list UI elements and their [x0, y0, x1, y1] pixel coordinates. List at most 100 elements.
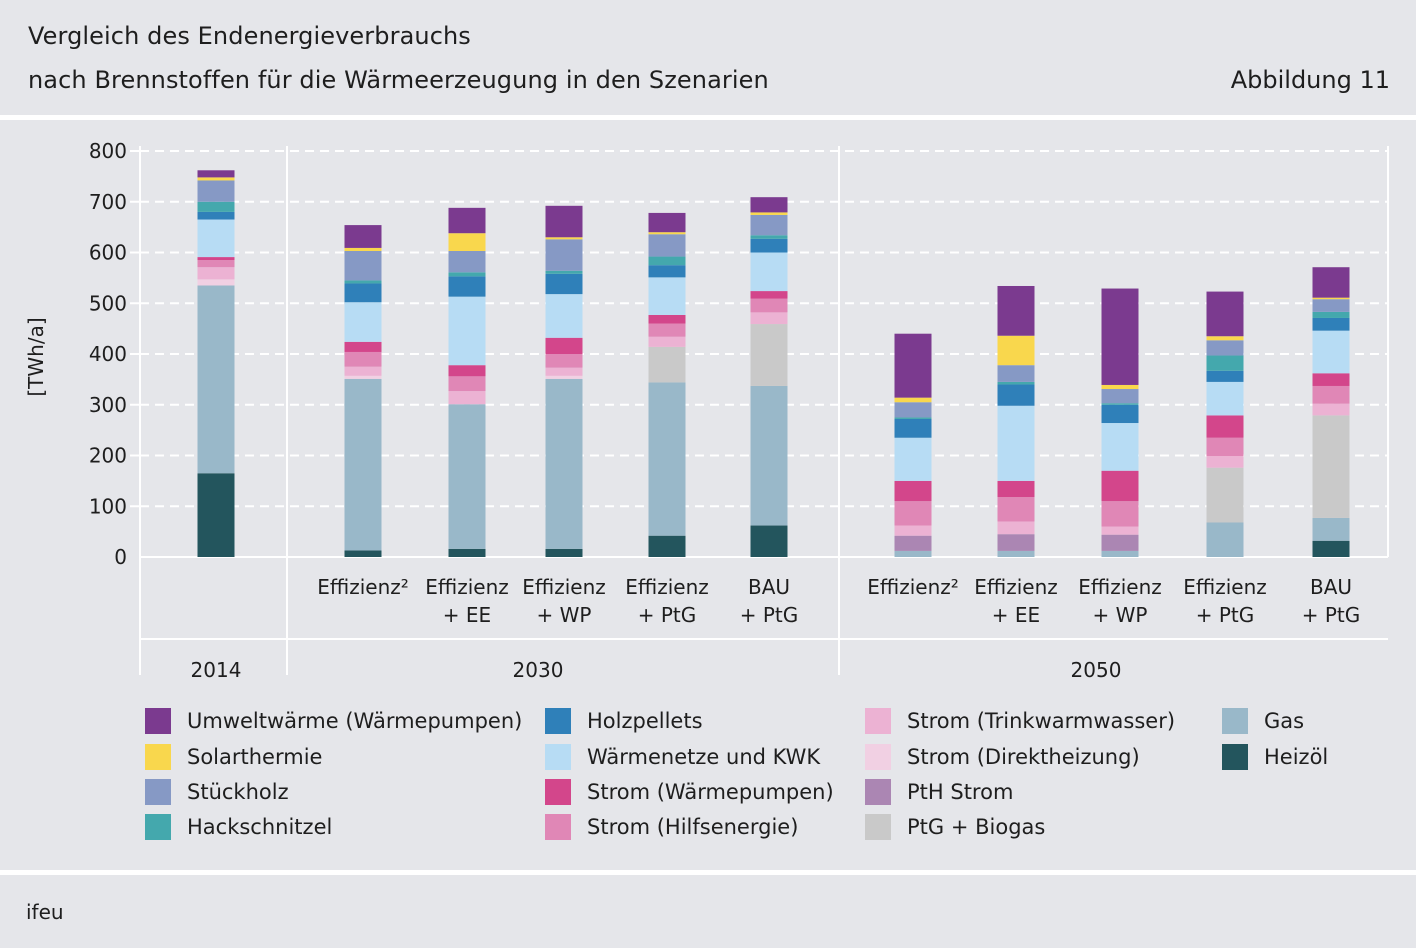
bar-segment-holzpellets	[197, 211, 235, 220]
legend-label: Hackschnitzel	[187, 815, 333, 839]
legend-swatch	[545, 744, 571, 770]
bar-segment-strom-trinkwarmwasser	[448, 391, 486, 405]
legend-swatch	[1222, 744, 1248, 770]
bar-segment-hackschnitzel	[344, 280, 382, 284]
bar-segment-wärmenetze-und-kwk	[997, 405, 1035, 481]
bar-segment-umweltwärme-wärmepumpen	[750, 197, 788, 213]
bar-segment-strom-wärmepumpen	[1101, 470, 1139, 502]
bar-segment-solarthermie	[448, 233, 486, 251]
bar-segment-wärmenetze-und-kwk	[1101, 423, 1139, 471]
bar-segment-strom-wärmepumpen	[648, 314, 686, 324]
bar-segment-wärmenetze-und-kwk	[344, 302, 382, 342]
bar-segment-hackschnitzel	[750, 235, 788, 239]
category-label: + PtG	[1302, 603, 1361, 627]
bar-segment-ptg-biogas	[1312, 415, 1350, 518]
legend-swatch	[545, 779, 571, 805]
bar-segment-strom-hilfsenergie	[997, 497, 1035, 522]
bar-segment-strom-trinkwarmwasser	[344, 366, 382, 376]
bar-segment-gas	[894, 550, 932, 557]
bar-segment-solarthermie	[344, 247, 382, 251]
bar-segment-strom-hilfsenergie	[1101, 501, 1139, 527]
bar-segment-solarthermie	[997, 335, 1035, 366]
bar-segment-umweltwärme-wärmepumpen	[197, 170, 235, 178]
header-divider	[0, 115, 1416, 120]
bar-segment-wärmenetze-und-kwk	[648, 277, 686, 315]
bar-segment-wärmenetze-und-kwk	[1312, 330, 1350, 374]
bar-segment-strom-hilfsenergie	[1206, 437, 1244, 457]
bar-segment-strom-wärmepumpen	[1312, 373, 1350, 386]
legend-item: Strom (Direktheizung)	[865, 744, 1140, 770]
legend-label: Stückholz	[187, 780, 289, 804]
category-label: Effizienz	[522, 575, 606, 599]
bar-segment-hackschnitzel	[197, 201, 235, 212]
legend-swatch	[865, 779, 891, 805]
bar-segment-solarthermie	[1206, 336, 1244, 341]
legend-item: Stückholz	[145, 779, 289, 805]
bar-segment-stückholz	[997, 365, 1035, 382]
bar-segment-umweltwärme-wärmepumpen	[545, 205, 583, 238]
bar-segment-solarthermie	[648, 232, 686, 235]
legend-item: Strom (Wärmepumpen)	[545, 779, 834, 805]
bar-segment-heizöl	[344, 550, 382, 557]
bar-segment-strom-direktheizung	[344, 375, 382, 379]
bar-segment-wärmenetze-und-kwk	[197, 219, 235, 258]
bar-segment-wärmenetze-und-kwk	[894, 437, 932, 481]
bar-segment-holzpellets	[997, 384, 1035, 406]
category-label: BAU	[1310, 575, 1352, 599]
legend-label: Strom (Hilfsenergie)	[587, 815, 799, 839]
bar-segment-strom-wärmepumpen	[750, 291, 788, 299]
bar-segment-hackschnitzel	[545, 270, 583, 274]
bar-segment-stückholz	[545, 239, 583, 271]
bar-segment-heizöl	[648, 535, 686, 557]
bar-segment-gas	[448, 404, 486, 549]
bar-segment-stückholz	[448, 250, 486, 273]
legend-item: Hackschnitzel	[145, 814, 332, 840]
bar-segment-hackschnitzel	[648, 256, 686, 266]
legend-label: PtH Strom	[907, 780, 1014, 804]
legend-label: Heizöl	[1264, 745, 1329, 769]
legend-item: PtG + Biogas	[865, 814, 1045, 840]
bar-segment-strom-trinkwarmwasser	[1206, 456, 1244, 468]
bar-segment-pth-strom	[894, 535, 932, 551]
legend-label: PtG + Biogas	[907, 815, 1046, 839]
category-label: + PtG	[638, 603, 697, 627]
bar-segment-pth-strom	[997, 534, 1035, 551]
bar-segment-strom-trinkwarmwasser	[1312, 403, 1350, 416]
bar-segment-umweltwärme-wärmepumpen	[448, 207, 486, 234]
y-tick-label: 100	[89, 494, 127, 518]
legend-swatch	[145, 744, 171, 770]
bar-segment-strom-trinkwarmwasser	[648, 336, 686, 347]
legend-label: Wärmenetze und KWK	[587, 745, 821, 769]
category-label: + PtG	[740, 603, 799, 627]
legend-label: Strom (Wärmepumpen)	[587, 780, 834, 804]
bar-segment-solarthermie	[750, 212, 788, 215]
bar-segment-strom-trinkwarmwasser	[750, 312, 788, 325]
category-label: + PtG	[1196, 603, 1255, 627]
bar-segment-strom-wärmepumpen	[997, 480, 1035, 498]
bar-segment-stückholz	[344, 250, 382, 281]
bar-segment-solarthermie	[1101, 384, 1139, 390]
bar-segment-ptg-biogas	[750, 324, 788, 386]
category-label: Effizienz	[625, 575, 709, 599]
legend-swatch	[145, 779, 171, 805]
legend-swatch	[1222, 708, 1248, 734]
category-label: Effizienz	[425, 575, 509, 599]
bar-segment-ptg-biogas	[648, 346, 686, 383]
legend-label: Strom (Trinkwarmwasser)	[907, 709, 1176, 733]
bar-segment-wärmenetze-und-kwk	[750, 252, 788, 292]
bar-segment-stückholz	[197, 180, 235, 202]
bar-segment-gas	[1206, 522, 1244, 557]
bar-segment-heizöl	[448, 548, 486, 557]
bar-segment-strom-hilfsenergie	[648, 323, 686, 337]
bar-segment-holzpellets	[1206, 370, 1244, 382]
bar-segment-holzpellets	[1312, 317, 1350, 331]
legend-label: Strom (Direktheizung)	[907, 745, 1140, 769]
bar-segment-strom-hilfsenergie	[448, 376, 486, 392]
bar-segment-stückholz	[1312, 299, 1350, 312]
footer-divider	[0, 870, 1416, 875]
bar-segment-strom-wärmepumpen	[545, 337, 583, 354]
bar-segment-holzpellets	[894, 418, 932, 438]
category-label: BAU	[748, 575, 790, 599]
bar-segment-heizöl	[750, 525, 788, 557]
bar-segment-solarthermie	[197, 177, 235, 181]
